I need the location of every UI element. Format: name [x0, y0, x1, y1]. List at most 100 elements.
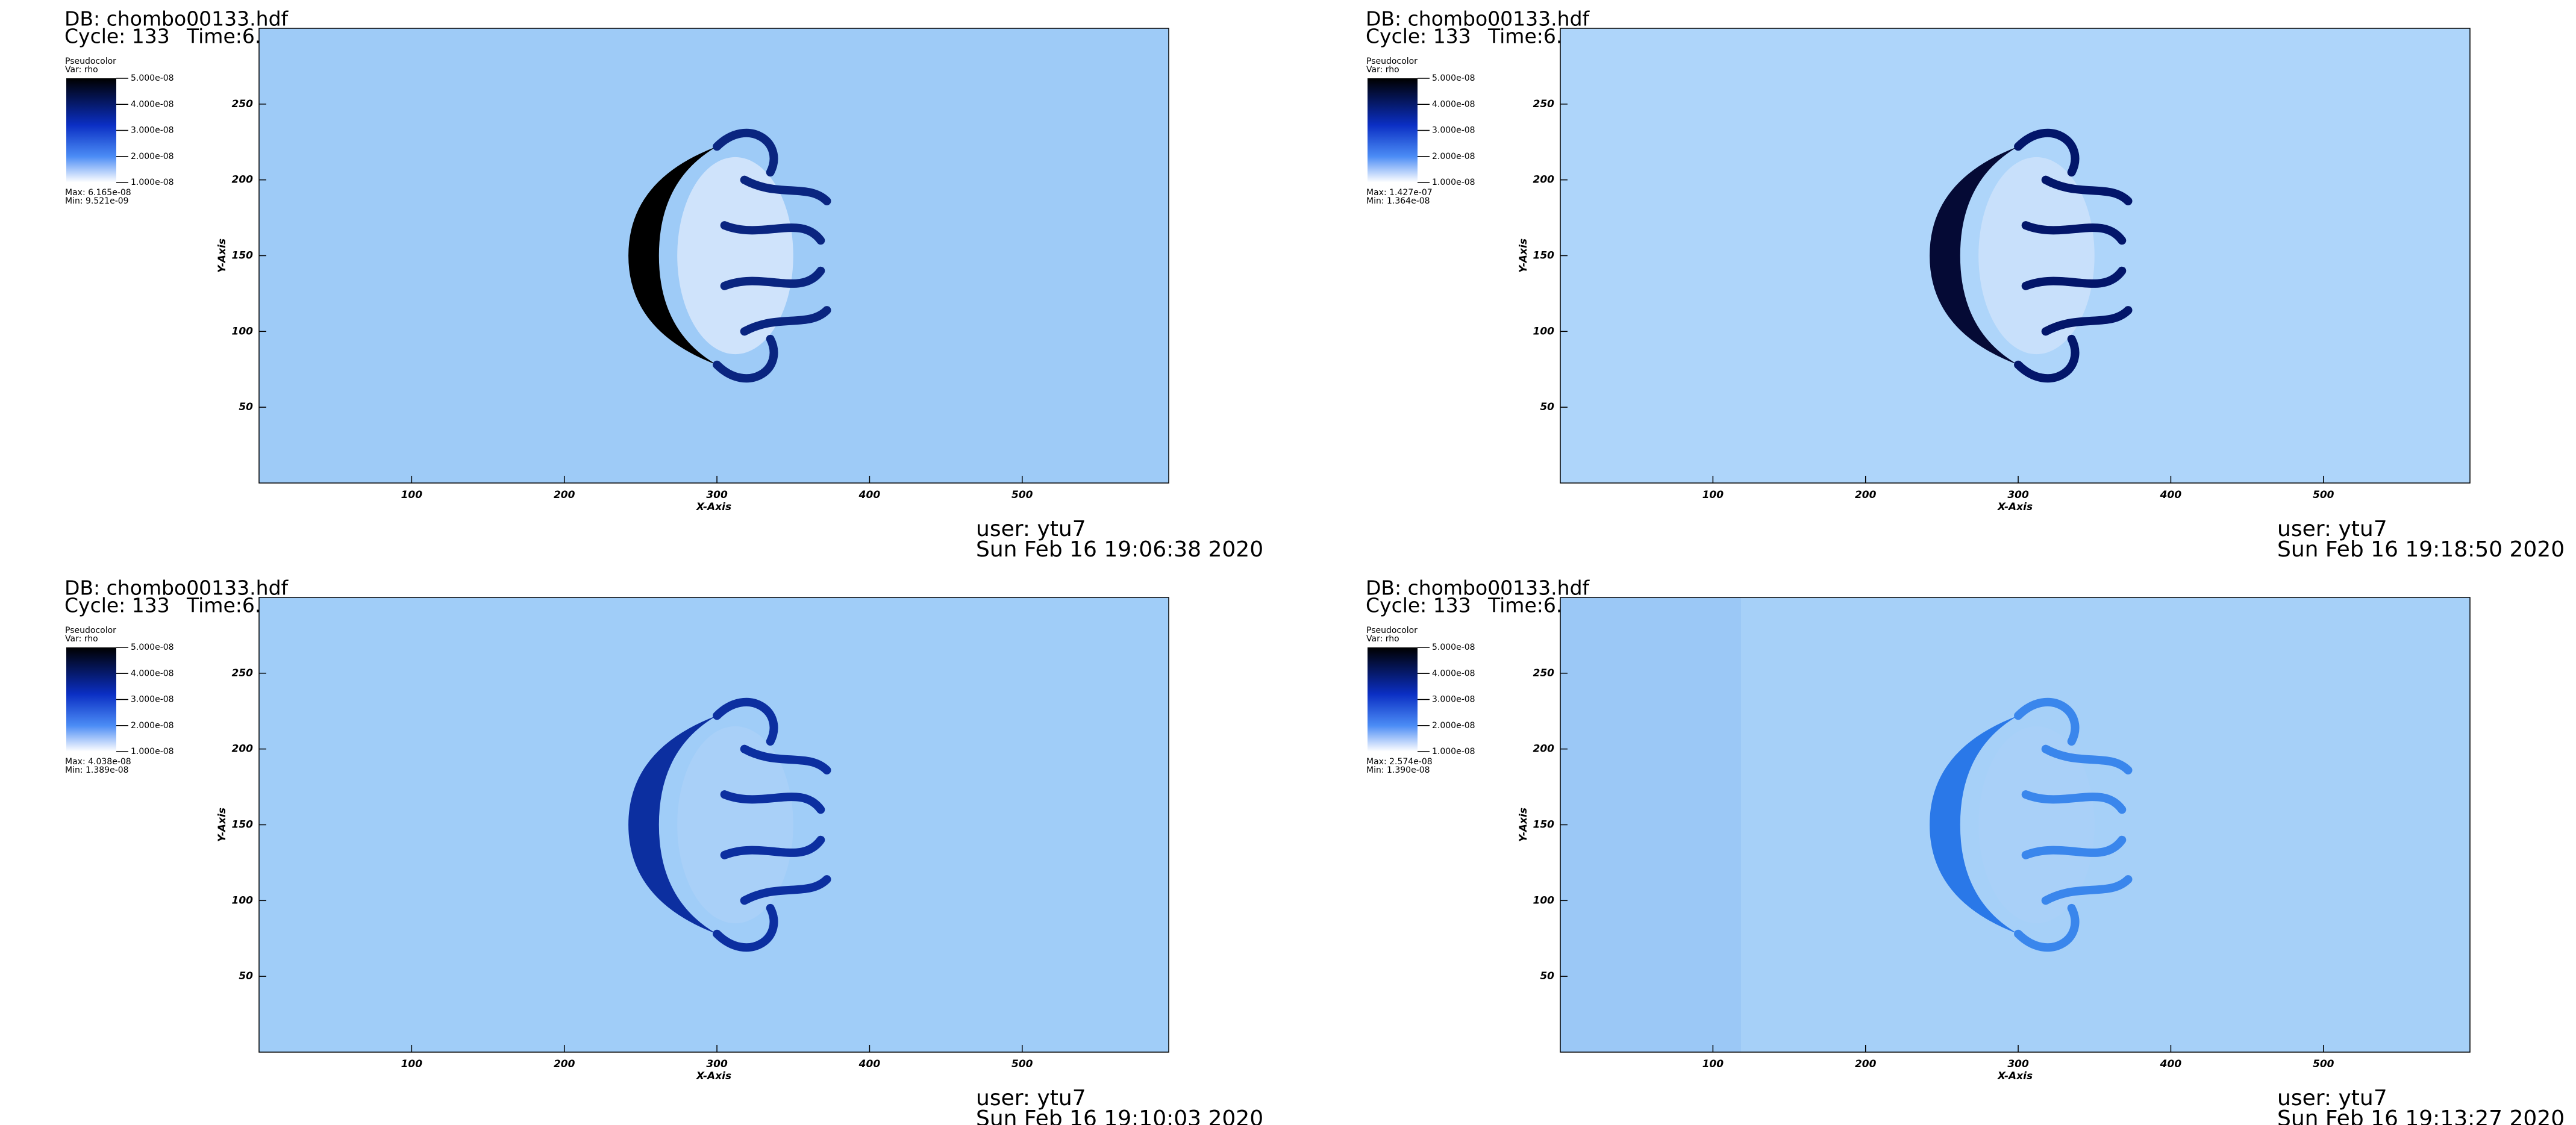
vortex-finger [720, 221, 825, 245]
interior-region [677, 726, 793, 924]
y-tick-label: 200 [232, 174, 254, 186]
vortex-finger [2014, 903, 2080, 952]
min-label: Min: 1.389e-08 [65, 765, 129, 775]
colorbar [66, 78, 116, 182]
x-tick-label: 300 [706, 1058, 728, 1070]
colorbar-tick-label: 2.000e-08 [131, 152, 174, 161]
x-tick-label: 100 [1702, 489, 1724, 501]
user-label: user: ytu7 [976, 1086, 1086, 1111]
y-tick-label: 200 [1533, 174, 1555, 186]
shock-front [628, 715, 717, 934]
shock-front [628, 146, 717, 365]
legend-variable: Var: rho [65, 634, 98, 644]
colorbar-tick-label: 5.000e-08 [1432, 73, 1475, 83]
colorbar-tick-label: 3.000e-08 [1432, 126, 1475, 136]
colorbar-tick-label: 2.000e-08 [1432, 152, 1475, 161]
vortex-finger [740, 875, 831, 905]
x-tick-label: 100 [401, 1058, 423, 1070]
user-label: user: ytu7 [976, 517, 1086, 541]
legend-variable: Var: rho [65, 65, 98, 75]
colorbar-tick-label: 2.000e-08 [1432, 721, 1475, 731]
vortex-finger [720, 835, 825, 859]
y-axis-label: Y-Axis [216, 808, 228, 842]
x-tick-label: 200 [554, 489, 575, 501]
colorbar-tick-label: 1.000e-08 [131, 178, 174, 187]
x-tick-label: 500 [2313, 1058, 2334, 1070]
y-tick-label: 100 [1533, 894, 1555, 906]
vortex-finger [740, 175, 831, 205]
x-tick-label: 400 [2160, 489, 2182, 501]
y-tick-label: 100 [232, 894, 254, 906]
vortex-finger [713, 334, 778, 383]
date-label: Sun Feb 16 19:06:38 2020 [976, 537, 1263, 562]
min-label: Min: 1.390e-08 [1366, 765, 1430, 775]
x-tick-label: 300 [706, 489, 728, 501]
vortex-finger [2021, 790, 2127, 814]
vortex-finger [2014, 128, 2080, 177]
max-label: Max: 6.165e-08 [65, 188, 131, 198]
x-axis-label: X-Axis [1997, 1070, 2033, 1082]
min-label: Min: 1.364e-08 [1366, 196, 1430, 206]
y-tick-label: 150 [232, 250, 254, 262]
shock-front [1930, 715, 2019, 934]
colorbar-tick-label: 5.000e-08 [131, 73, 174, 83]
x-tick-label: 500 [2313, 489, 2334, 501]
x-tick-label: 200 [1855, 1058, 1877, 1070]
y-tick-label: 100 [232, 325, 254, 337]
colorbar-tick-label: 4.000e-08 [131, 668, 174, 678]
legend-title: Pseudocolor [1366, 57, 1418, 66]
legend-variable: Var: rho [1366, 634, 1399, 644]
cycle-label: Cycle: 133 [1366, 25, 1471, 48]
y-axis-label: Y-Axis [1518, 238, 1530, 273]
colorbar [66, 647, 116, 752]
legend-variable: Var: rho [1366, 65, 1399, 75]
min-label: Min: 9.521e-09 [65, 196, 129, 206]
x-tick-label: 400 [858, 489, 881, 501]
vortex-finger [720, 790, 825, 814]
vortex-finger [740, 306, 831, 336]
y-tick-label: 150 [232, 819, 254, 831]
x-tick-label: 300 [2007, 489, 2029, 501]
colorbar-tick-label: 1.000e-08 [1432, 178, 1475, 187]
cycle-label: Cycle: 133 [64, 594, 170, 617]
y-tick-label: 200 [1533, 743, 1555, 755]
vortex-finger [713, 903, 778, 952]
x-axis-label: X-Axis [1997, 501, 2033, 513]
cycle-label: Cycle: 133 [1366, 594, 1471, 617]
vortex-finger [720, 266, 825, 290]
colorbar-tick-label: 1.000e-08 [1432, 747, 1475, 756]
legend-title: Pseudocolor [65, 626, 116, 635]
vortex-finger [2014, 334, 2080, 383]
colorbar-tick-label: 5.000e-08 [131, 643, 174, 652]
colorbar-tick-label: 4.000e-08 [131, 99, 174, 109]
colorbar-tick-label: 4.000e-08 [1432, 668, 1475, 678]
database-label: DB: chombo00133.hdf [64, 7, 289, 31]
colorbar-tick-label: 3.000e-08 [131, 126, 174, 136]
x-tick-label: 100 [1702, 1058, 1724, 1070]
vortex-finger [2014, 697, 2080, 746]
y-tick-label: 100 [1533, 325, 1555, 337]
vortex-finger [713, 697, 778, 746]
y-tick-label: 250 [232, 667, 254, 679]
vortex-finger [2041, 306, 2133, 336]
vortex-finger [2021, 835, 2127, 859]
vortex-finger [740, 744, 831, 774]
colorbar-tick-label: 3.000e-08 [131, 695, 174, 705]
y-tick-label: 150 [1533, 819, 1555, 831]
x-tick-label: 400 [2160, 1058, 2182, 1070]
legend-title: Pseudocolor [1366, 626, 1418, 635]
vortex-finger [2041, 744, 2133, 774]
max-label: Max: 2.574e-08 [1366, 757, 1433, 767]
date-label: Sun Feb 16 19:10:03 2020 [976, 1106, 1263, 1125]
y-axis-label: Y-Axis [216, 238, 228, 273]
x-axis-label: X-Axis [696, 501, 731, 513]
cycle-label: Cycle: 133 [64, 25, 170, 48]
vortex-finger [2041, 175, 2133, 205]
colorbar-tick-label: 5.000e-08 [1432, 643, 1475, 652]
y-tick-label: 50 [239, 401, 253, 413]
database-label: DB: chombo00133.hdf [1366, 7, 1590, 31]
y-tick-label: 250 [1533, 98, 1555, 110]
x-axis-label: X-Axis [696, 1070, 731, 1082]
